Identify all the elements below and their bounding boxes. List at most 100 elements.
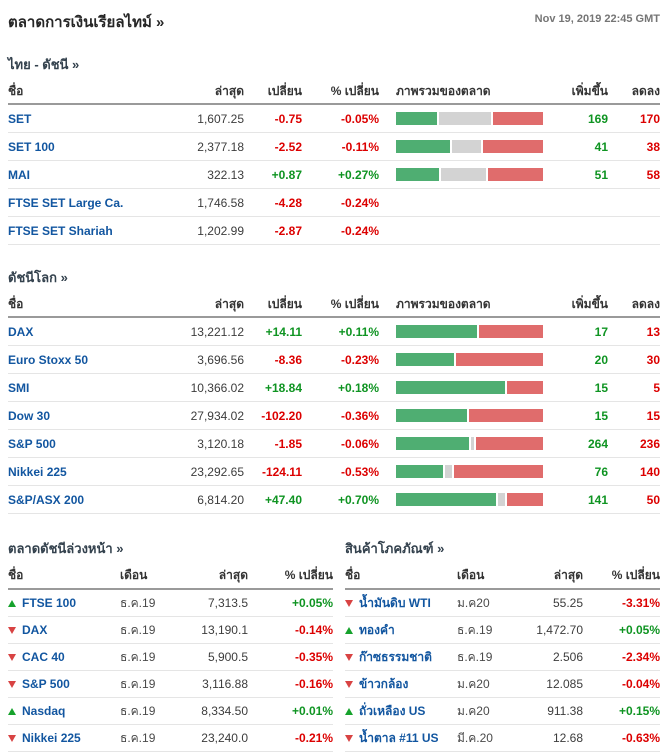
last-value-cell: 3,116.88 bbox=[202, 677, 248, 691]
table-row: Nasdaq ธ.ค.19 8,334.50 +0.01% bbox=[8, 698, 333, 725]
column-header: ลดลง bbox=[631, 296, 660, 311]
instrument-link[interactable]: S&P 500 bbox=[8, 436, 56, 451]
bar-advancers-segment bbox=[396, 409, 468, 422]
advancers-count-cell: 169 bbox=[587, 111, 608, 126]
instrument-link[interactable]: SET bbox=[8, 111, 32, 126]
last-value-cell: 23,240.0 bbox=[201, 731, 248, 745]
change-cell: +14.11 bbox=[265, 324, 302, 339]
table-header-row: ชื่อ ล่าสุด เปลี่ยน % เปลี่ยน ภาพรวมของตลาด เ… bbox=[8, 79, 660, 105]
arrow-down-icon bbox=[345, 599, 353, 607]
table-header-row: ชื่อ เดือน ล่าสุด % เปลี่ยน bbox=[8, 563, 333, 590]
table-row: น้ำมันดิบ WTI ม.ค20 55.25 -3.31% bbox=[345, 590, 660, 617]
table-header-row: ชื่อ ล่าสุด เปลี่ยน % เปลี่ยน ภาพรวมของตลาด เ… bbox=[8, 292, 660, 318]
instrument-link[interactable]: S&P 500 bbox=[22, 677, 70, 691]
thai-indices-title-link[interactable]: ไทย - ดัชนี » bbox=[8, 57, 80, 72]
percent-change-cell: -0.14% bbox=[294, 623, 333, 637]
instrument-link[interactable]: ทองคำ bbox=[359, 622, 395, 637]
advancers-count-cell: 20 bbox=[594, 352, 608, 367]
bar-unchanged-segment bbox=[498, 493, 506, 506]
table-row: DAX ธ.ค.19 13,190.1 -0.14% bbox=[8, 617, 333, 644]
instrument-name-cell: MAI bbox=[8, 168, 174, 182]
page-title-link[interactable]: ตลาดการเงินเรียลไทม์ » bbox=[8, 14, 165, 31]
instrument-link[interactable]: SET 100 bbox=[8, 139, 55, 154]
instrument-link[interactable]: Euro Stoxx 50 bbox=[8, 352, 89, 367]
percent-change-cell: +0.05% bbox=[291, 596, 333, 610]
instrument-link[interactable]: Dow 30 bbox=[8, 408, 51, 423]
table-row: MAI 322.13 +0.87 +0.27% 51 58 bbox=[8, 161, 660, 189]
arrow-down-icon bbox=[8, 681, 16, 689]
percent-change-cell: +0.05% bbox=[618, 623, 660, 637]
bar-decliners-segment bbox=[482, 140, 543, 153]
table-row: Nikkei 225 23,292.65 -124.11 -0.53% 76 140 bbox=[8, 458, 660, 486]
last-value-cell: 3,696.56 bbox=[197, 352, 244, 367]
decliners-count-cell: 140 bbox=[639, 464, 660, 479]
contract-month-cell: ธ.ค.19 bbox=[120, 703, 156, 718]
instrument-link[interactable]: MAI bbox=[8, 167, 30, 182]
bottom-panels: ตลาดดัชนีล่วงหน้า » ชื่อ เดือน ล่าสุด % เปล… bbox=[8, 538, 660, 752]
last-value-cell: 6,814.20 bbox=[197, 492, 244, 507]
instrument-name-cell: SET bbox=[8, 112, 174, 126]
instrument-link[interactable]: ก๊าซธรรมชาติ bbox=[359, 649, 432, 664]
column-header: ชื่อ bbox=[345, 568, 361, 582]
instrument-name-cell: DAX bbox=[8, 623, 120, 637]
percent-change-cell: -0.35% bbox=[294, 650, 333, 664]
instrument-link[interactable]: น้ำตาล #11 US bbox=[359, 730, 439, 745]
timestamp: Nov 19, 2019 22:45 GMT bbox=[534, 13, 660, 25]
instrument-link[interactable]: CAC 40 bbox=[22, 650, 65, 664]
advancers-decliners-bar bbox=[396, 168, 543, 181]
arrow-down-icon bbox=[8, 627, 16, 635]
instrument-name-cell: Euro Stoxx 50 bbox=[8, 353, 174, 367]
instrument-link[interactable]: SMI bbox=[8, 380, 30, 395]
bar-advancers-segment bbox=[396, 437, 469, 450]
bar-unchanged-segment bbox=[445, 465, 453, 478]
arrow-down-icon bbox=[345, 653, 353, 661]
column-header: % เปลี่ยน bbox=[330, 83, 379, 98]
instrument-name-cell: SMI bbox=[8, 381, 174, 395]
instrument-link[interactable]: FTSE 100 bbox=[22, 596, 77, 610]
section-world-indices: ดัชนีโลก » ชื่อ ล่าสุด เปลี่ยน % เปลี่ยน ภาพ… bbox=[8, 267, 660, 514]
percent-change-cell: -0.21% bbox=[294, 731, 333, 745]
percent-change-cell: -0.11% bbox=[341, 139, 379, 154]
column-header: ชื่อ bbox=[8, 296, 24, 311]
bar-decliners-segment bbox=[454, 465, 543, 478]
instrument-link[interactable]: FTSE SET Large Ca. bbox=[8, 195, 124, 210]
market-overview-cell bbox=[379, 493, 543, 506]
index-futures-title-link[interactable]: ตลาดดัชนีล่วงหน้า » bbox=[8, 541, 124, 556]
table-row: ข้าวกล้อง ม.ค20 12.085 -0.04% bbox=[345, 671, 660, 698]
world-indices-table: ชื่อ ล่าสุด เปลี่ยน % เปลี่ยน ภาพรวมของตลาด เ… bbox=[8, 292, 660, 514]
advancers-count-cell: 15 bbox=[594, 380, 608, 395]
table-row: SET 1,607.25 -0.75 -0.05% 169 170 bbox=[8, 105, 660, 133]
instrument-link[interactable]: FTSE SET Shariah bbox=[8, 223, 113, 238]
arrow-down-icon bbox=[345, 734, 353, 742]
last-value-cell: 322.13 bbox=[207, 167, 244, 182]
column-header: ภาพรวมของตลาด bbox=[396, 296, 491, 311]
instrument-link[interactable]: Nasdaq bbox=[22, 704, 66, 718]
world-indices-title-link[interactable]: ดัชนีโลก » bbox=[8, 270, 68, 285]
instrument-link[interactable]: DAX bbox=[8, 324, 34, 339]
last-value-cell: 2.506 bbox=[552, 650, 583, 664]
instrument-link[interactable]: S&P/ASX 200 bbox=[8, 492, 85, 507]
bar-decliners-segment bbox=[507, 493, 543, 506]
market-overview-cell bbox=[379, 140, 543, 153]
instrument-link[interactable]: Nikkei 225 bbox=[8, 464, 67, 479]
market-overview-cell bbox=[379, 409, 543, 422]
column-header: เพิ่มขึ้น bbox=[571, 296, 608, 311]
bar-decliners-segment bbox=[475, 437, 543, 450]
arrow-up-icon bbox=[345, 707, 353, 715]
last-value-cell: 5,900.5 bbox=[207, 650, 248, 664]
percent-change-cell: +0.15% bbox=[618, 704, 660, 718]
decliners-count-cell: 170 bbox=[639, 111, 660, 126]
instrument-link[interactable]: DAX bbox=[22, 623, 48, 637]
column-header: % เปลี่ยน bbox=[284, 568, 333, 582]
bar-decliners-segment bbox=[469, 409, 543, 422]
percent-change-cell: -0.63% bbox=[621, 731, 660, 745]
commodities-title-link[interactable]: สินค้าโภคภัณฑ์ » bbox=[345, 541, 445, 556]
instrument-link[interactable]: ถั่วเหลือง US bbox=[359, 703, 426, 718]
contract-month-cell: ม.ค20 bbox=[457, 595, 490, 610]
change-cell: -2.87 bbox=[274, 223, 302, 238]
table-row: ก๊าซธรรมชาติ ธ.ค.19 2.506 -2.34% bbox=[345, 644, 660, 671]
instrument-link[interactable]: Nikkei 225 bbox=[22, 731, 81, 745]
change-cell: -4.28 bbox=[274, 195, 302, 210]
instrument-link[interactable]: ข้าวกล้อง bbox=[359, 676, 409, 691]
instrument-link[interactable]: น้ำมันดิบ WTI bbox=[359, 595, 431, 610]
